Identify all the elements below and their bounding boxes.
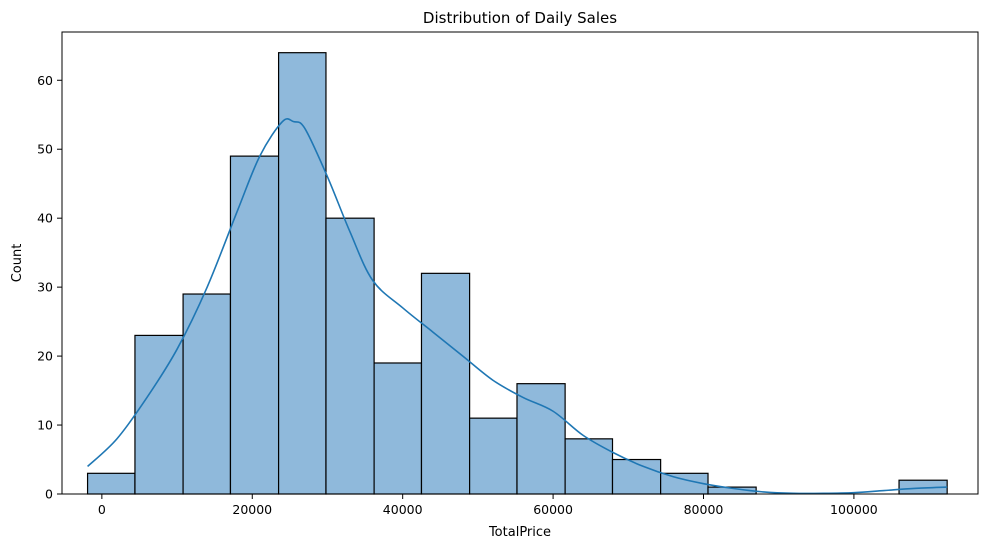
x-tick-label: 80000 <box>684 502 724 517</box>
y-tick-label: 60 <box>37 73 53 88</box>
y-tick-label: 40 <box>37 211 53 226</box>
histogram-bar-10 <box>564 438 614 495</box>
x-tick-label: 0 <box>98 502 106 517</box>
y-axis-title: Count <box>10 244 25 283</box>
histogram-bar-3 <box>229 155 280 495</box>
x-tick-label: 20000 <box>232 502 272 517</box>
kde-curve-group <box>87 118 948 495</box>
histogram-bar-2 <box>182 293 232 495</box>
x-tick-label: 40000 <box>383 502 423 517</box>
x-axis-title: TotalPrice <box>488 525 551 540</box>
histogram-bars <box>86 52 948 495</box>
y-tick-label: 10 <box>37 418 53 433</box>
kde-line <box>87 118 948 495</box>
y-tick-label: 50 <box>37 142 53 157</box>
histogram-bar-1 <box>134 334 184 495</box>
x-axis-ticks: 0 20000 40000 60000 80000 100000 <box>98 494 878 517</box>
histogram-bar-6 <box>373 362 423 495</box>
x-tick-label: 60000 <box>533 502 573 517</box>
histogram-bar-7 <box>420 272 471 495</box>
y-tick-label: 20 <box>37 349 53 364</box>
histogram-bar-4 <box>277 52 327 495</box>
histogram-bar-0 <box>86 472 136 495</box>
y-tick-label: 30 <box>37 280 53 295</box>
histogram-bar-8 <box>469 417 518 495</box>
x-tick-label: 100000 <box>830 502 878 517</box>
histogram-bar-11 <box>611 458 662 495</box>
y-axis-ticks: 0 10 20 30 40 50 60 <box>37 73 62 502</box>
chart-title: Distribution of Daily Sales <box>423 9 617 27</box>
histogram-bar-9 <box>516 383 566 495</box>
plot-frame <box>61 31 979 495</box>
y-tick-label: 0 <box>45 487 53 502</box>
histogram-bar-5 <box>325 217 375 495</box>
